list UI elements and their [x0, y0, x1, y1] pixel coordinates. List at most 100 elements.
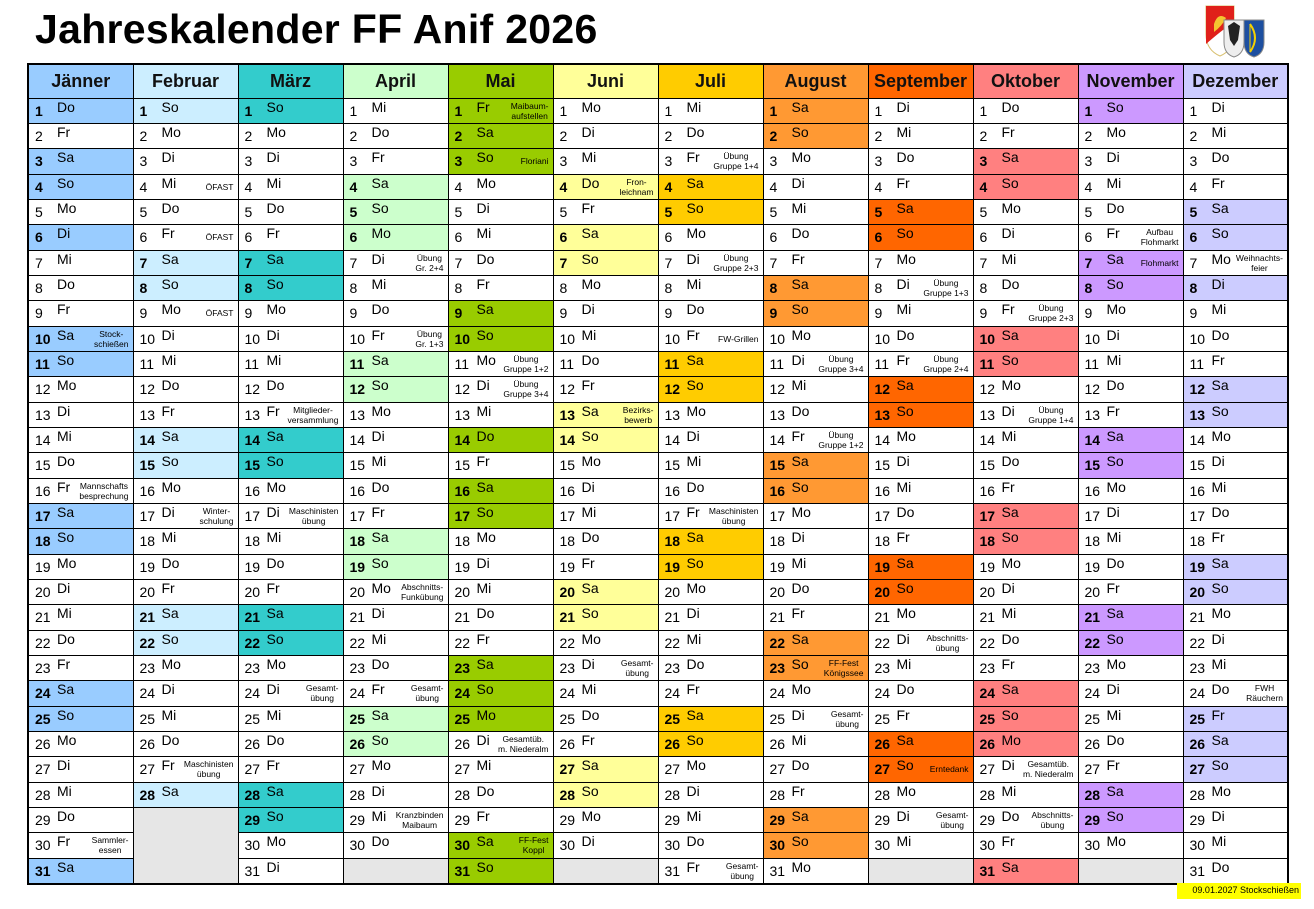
day-cell[interactable]: 12	[972, 376, 1079, 403]
day-cell[interactable]: 12 Übung Gruppe 3+4	[447, 376, 554, 403]
day-cell[interactable]: 3	[1182, 148, 1289, 175]
day-cell[interactable]: 24	[657, 680, 764, 707]
day-cell[interactable]: 31	[972, 857, 1079, 885]
day-cell[interactable]: 24	[552, 680, 659, 707]
day-cell[interactable]: 27	[762, 756, 869, 783]
day-cell[interactable]: 1 Mi Do Fr Sa So Mo Di Mi Do Fr Sa So Mo…	[657, 97, 764, 875]
day-cell[interactable]: 26	[972, 731, 1079, 758]
day-cell[interactable]: 18	[657, 528, 764, 555]
day-cell[interactable]: 4 Fron- leichnam	[552, 173, 659, 200]
day-cell[interactable]: 1 So Mo Di Mi Do Fr Sa So Mo Di Mi Do Fr…	[237, 97, 344, 875]
day-cell[interactable]: 24	[1077, 680, 1184, 707]
day-cell[interactable]: 7	[237, 249, 344, 276]
day-cell[interactable]: 2	[27, 122, 134, 150]
day-cell[interactable]: 8	[27, 274, 134, 302]
day-cell[interactable]: 21	[657, 604, 764, 631]
day-cell[interactable]: 9	[27, 300, 134, 327]
day-cell[interactable]: 1 So Mo Di Mi Do Fr Sa So Mo Di Mi Do Fr…	[1077, 97, 1184, 849]
day-cell[interactable]: 15	[447, 452, 554, 479]
day-cell[interactable]: 6	[552, 224, 659, 251]
day-cell[interactable]: 11	[132, 350, 239, 378]
day-cell[interactable]: 18	[972, 528, 1079, 555]
day-cell[interactable]: 29	[657, 807, 764, 834]
day-cell[interactable]: 5	[237, 198, 344, 226]
day-cell[interactable]: 13	[342, 401, 449, 428]
day-cell[interactable]: 1 Mo Di Mi Do Fr Sa So Mo Di Mi Do Fr Sa…	[552, 97, 659, 849]
day-cell[interactable]: 23	[1182, 655, 1289, 682]
day-cell[interactable]: 16	[1077, 477, 1184, 505]
day-cell[interactable]: 8	[1182, 274, 1289, 302]
day-cell[interactable]: 16	[447, 477, 554, 505]
day-cell[interactable]: 27 Erntedank	[867, 756, 974, 783]
day-cell[interactable]: 10 Stock- schießen	[27, 325, 134, 352]
day-cell[interactable]: 23	[342, 655, 449, 682]
day-cell[interactable]: 30	[237, 832, 344, 859]
day-cell[interactable]: 7	[447, 249, 554, 276]
day-cell[interactable]: 27	[657, 756, 764, 783]
day-cell[interactable]: 2	[657, 122, 764, 150]
day-cell[interactable]: 17	[342, 502, 449, 530]
day-cell[interactable]: 15	[552, 452, 659, 479]
day-cell[interactable]: 5	[972, 198, 1079, 226]
day-cell[interactable]: 1 Do Fr Sa So Mo Di Mi Do Fr Sa So Mo Di…	[27, 97, 134, 875]
day-cell[interactable]: 17	[867, 502, 974, 530]
day-cell[interactable]: 6 Aufbau Flohmarkt	[1077, 224, 1184, 251]
day-cell[interactable]: 31	[762, 857, 869, 885]
day-cell[interactable]: 22 Abschnitts- übung	[867, 629, 974, 657]
day-cell[interactable]: 18	[552, 528, 659, 555]
day-cell[interactable]: 6	[237, 224, 344, 251]
day-cell[interactable]: 9 ÖFAST	[132, 300, 239, 327]
day-cell[interactable]: 4	[972, 173, 1079, 200]
day-cell[interactable]: 6	[867, 224, 974, 251]
day-cell[interactable]: 2	[972, 122, 1079, 150]
day-cell[interactable]: 24	[447, 680, 554, 707]
day-cell[interactable]: 11 Übung Gruppe 1+2	[447, 350, 554, 378]
day-cell[interactable]: 19	[342, 553, 449, 581]
day-cell[interactable]: 13 Mitglieder- versammlung	[237, 401, 344, 428]
day-cell[interactable]: 19	[132, 553, 239, 581]
day-cell[interactable]: 15	[762, 452, 869, 479]
day-cell[interactable]: 11	[1182, 350, 1289, 378]
day-cell[interactable]: 1 So Mo Di Mi Do Fr Sa So Mo Di Mi Do Fr…	[132, 97, 239, 799]
day-cell[interactable]: 23	[972, 655, 1079, 682]
day-cell[interactable]: 3	[342, 148, 449, 175]
day-cell[interactable]: 1 Di Mi Do Fr Sa So Mo Di Mi Do Fr Sa So…	[867, 97, 974, 849]
day-cell[interactable]: 1 Mi Do Fr Sa So Mo Di Mi Do Fr Sa So Mo…	[342, 97, 449, 849]
day-cell[interactable]: 10	[972, 325, 1079, 352]
day-cell[interactable]: 1 Sa So Mo Di Mi Do Fr Sa So Mo Di Mi Do…	[762, 97, 869, 875]
day-cell[interactable]: 29	[447, 807, 554, 834]
day-cell[interactable]: 31	[27, 857, 134, 885]
day-cell[interactable]: 14 Übung Gruppe 1+2	[762, 426, 869, 454]
day-cell[interactable]: 19	[1077, 553, 1184, 581]
day-cell[interactable]: 25	[132, 705, 239, 733]
day-cell[interactable]: 2	[342, 122, 449, 150]
day-cell[interactable]: 16	[552, 477, 659, 505]
day-cell[interactable]: 26 Gesamtüb. m. Niederalm	[447, 731, 554, 758]
day-cell[interactable]: 24	[762, 680, 869, 707]
day-cell[interactable]: 22	[132, 629, 239, 657]
day-cell[interactable]: 31	[1182, 857, 1289, 885]
day-cell[interactable]: 4 ÖFAST	[132, 173, 239, 200]
day-cell[interactable]: 28	[867, 781, 974, 809]
day-cell[interactable]: 13	[447, 401, 554, 428]
day-cell[interactable]: 14	[447, 426, 554, 454]
day-cell[interactable]: 29	[762, 807, 869, 834]
day-cell[interactable]: 2	[447, 122, 554, 150]
day-cell[interactable]: 13	[657, 401, 764, 428]
day-cell[interactable]: 20	[762, 579, 869, 606]
day-cell[interactable]: 23	[657, 655, 764, 682]
day-cell[interactable]: 20	[552, 579, 659, 606]
day-cell[interactable]: 23	[1077, 655, 1184, 682]
day-cell[interactable]: 28	[762, 781, 869, 809]
day-cell[interactable]: 15	[972, 452, 1079, 479]
day-cell[interactable]: 28	[237, 781, 344, 809]
day-cell[interactable]: 21	[1077, 604, 1184, 631]
day-cell[interactable]: 24 Gesamt- übung	[237, 680, 344, 707]
day-cell[interactable]: 12	[867, 376, 974, 403]
day-cell[interactable]: 22	[447, 629, 554, 657]
day-cell[interactable]: 26	[657, 731, 764, 758]
day-cell[interactable]: 10	[237, 325, 344, 352]
day-cell[interactable]: 6	[27, 224, 134, 251]
day-cell[interactable]: 4	[657, 173, 764, 200]
day-cell[interactable]: 21	[552, 604, 659, 631]
